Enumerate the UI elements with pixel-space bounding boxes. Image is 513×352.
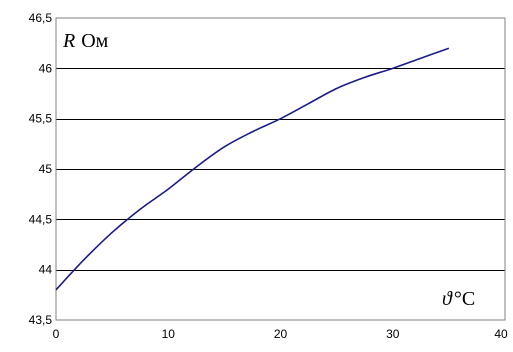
y-axis-symbol: R xyxy=(62,30,75,52)
x-tick-label: 10 xyxy=(162,327,176,341)
y-tick-label: 44 xyxy=(39,263,53,277)
y-tick-label: 44,5 xyxy=(29,212,53,226)
y-tick-label: 46 xyxy=(39,61,53,75)
grid-lines xyxy=(56,68,505,271)
y-axis-unit: Ом xyxy=(81,30,108,52)
x-axis-label: ϑ °C xyxy=(442,288,475,310)
series-line xyxy=(55,47,450,291)
x-tick-label: 30 xyxy=(386,327,400,341)
y-tick-label: 43,5 xyxy=(29,313,53,327)
x-tick-label: 0 xyxy=(53,327,60,341)
y-tick-labels: 43,5 44 44,5 45 45,5 46 46,5 xyxy=(29,11,53,327)
y-tick-label: 45 xyxy=(39,162,53,176)
y-tick-label: 46,5 xyxy=(29,11,53,25)
x-tick-label: 20 xyxy=(274,327,288,341)
x-axis-symbol: ϑ xyxy=(442,288,453,310)
x-tick-labels: 0 10 20 30 40 xyxy=(53,327,508,341)
y-axis-label: R Ом xyxy=(62,30,109,52)
x-axis-unit: °C xyxy=(454,288,475,310)
x-tick-label: 40 xyxy=(494,327,508,341)
plot-frame xyxy=(55,17,506,321)
y-tick-label: 45,5 xyxy=(29,112,53,126)
